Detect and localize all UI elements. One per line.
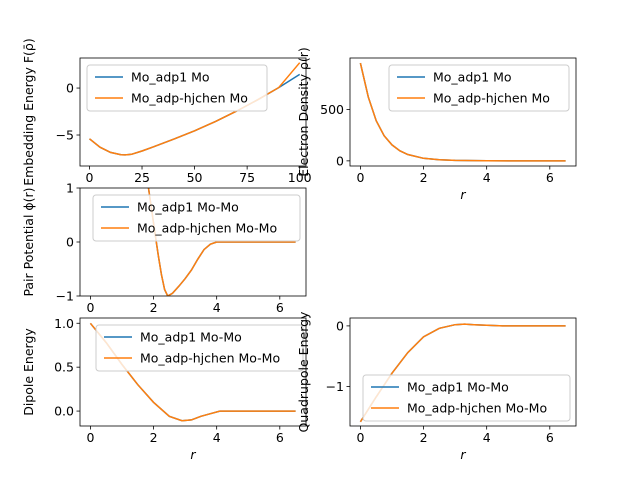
legend: Mo_adp1 Mo Mo_adp-hjchen Mo: [388, 64, 570, 112]
legend-label-2: Mo_adp-hjchen Mo-Mo: [140, 351, 280, 366]
x-tick-label: 4: [483, 170, 491, 185]
y-tick-label: 1: [66, 181, 74, 196]
subplot-embedding: 0 25 50 75 100 −5 0 Embedding Energy F(ρ̄) Mo_ad…: [21, 38, 312, 186]
subplot-pair: 0 2 4 6 −1 0 1 Pair Potential ϕ(r) Mo_adp1 Mo-Mo…: [21, 181, 307, 315]
y-axis-label: Dipole Energy: [21, 328, 36, 416]
legend-box: [86, 64, 268, 112]
x-axis-label: r: [190, 447, 196, 462]
x-tick-label: 75: [239, 170, 255, 185]
y-tick-label: 0: [66, 235, 74, 250]
legend-label-1: Mo_adp1 Mo-Mo: [407, 380, 509, 395]
y-tick-label: −1: [56, 289, 74, 304]
legend-label-2: Mo_adp-hjchen Mo: [131, 91, 248, 106]
x-tick-label: 0: [85, 170, 93, 185]
subplot-density: 0 2 4 6 0 500 r Electron Density ρ(r) Mo_adp1 Mo…: [296, 47, 577, 202]
x-tick-label: 4: [213, 300, 221, 315]
legend-label-1: Mo_adp1 Mo: [131, 70, 210, 85]
x-tick-label: 0: [356, 170, 364, 185]
x-tick-label: 0: [86, 300, 94, 315]
plot-frame: [79, 57, 307, 167]
legend: Mo_adp1 Mo-Mo Mo_adp-hjchen Mo-Mo: [95, 324, 304, 372]
x-tick-label: 25: [134, 170, 150, 185]
y-tick-label: 0: [336, 318, 344, 333]
x-tick-label: 6: [546, 170, 554, 185]
y-tick-label: 0.5: [54, 360, 74, 375]
y-tick-label: 500: [320, 102, 344, 117]
x-tick-label: 4: [483, 430, 491, 445]
x-tick-label: 6: [546, 430, 554, 445]
y-tick-label: −1: [326, 379, 344, 394]
legend: Mo_adp1 Mo-Mo Mo_adp-hjchen Mo-Mo: [362, 374, 571, 422]
x-tick-label: 6: [276, 430, 284, 445]
legend-label-1: Mo_adp1 Mo-Mo: [137, 200, 239, 215]
legend: Mo_adp1 Mo Mo_adp-hjchen Mo: [86, 64, 268, 112]
x-tick-label: 100: [288, 170, 312, 185]
plot-frame: [349, 317, 577, 427]
x-tick-label: 2: [420, 430, 428, 445]
x-axis-label: r: [460, 187, 466, 202]
y-tick-label: −5: [56, 128, 74, 143]
legend: Mo_adp1 Mo-Mo Mo_adp-hjchen Mo-Mo: [92, 194, 301, 242]
x-tick-label: 0: [356, 430, 364, 445]
x-tick-label: 2: [420, 170, 428, 185]
y-tick-label: 0: [66, 81, 74, 96]
series-line-2: [147, 188, 296, 296]
y-axis-label: Pair Potential ϕ(r): [21, 187, 36, 296]
plot-frame: [349, 57, 577, 167]
y-tick-label: 0: [336, 153, 344, 168]
y-axis-label: Embedding Energy F(ρ̄): [21, 38, 36, 186]
series-line-2: [359, 62, 566, 162]
x-tick-label: 0: [86, 430, 94, 445]
legend-label-2: Mo_adp-hjchen Mo: [433, 91, 550, 106]
legend-box: [95, 324, 304, 372]
legend-label-2: Mo_adp-hjchen Mo-Mo: [407, 401, 547, 416]
series-line-2: [359, 323, 566, 423]
legend-label-1: Mo_adp1 Mo-Mo: [140, 330, 242, 345]
legend-label-2: Mo_adp-hjchen Mo-Mo: [137, 221, 277, 236]
y-axis-label: Electron Density ρ(r): [296, 47, 311, 177]
x-tick-label: 50: [187, 170, 203, 185]
y-axis-label: Quadrupole Energy: [296, 311, 311, 433]
legend-label-1: Mo_adp1 Mo: [433, 70, 512, 85]
x-tick-label: 2: [150, 300, 158, 315]
x-tick-label: 6: [276, 300, 284, 315]
x-tick-label: 2: [150, 430, 158, 445]
legend-box: [92, 194, 301, 242]
legend-box: [388, 64, 570, 112]
y-tick-label: 1.0: [54, 316, 74, 331]
legend-box: [362, 374, 571, 422]
plot-frame: [79, 317, 307, 427]
subplot-dipole: 0 2 4 6 0.0 0.5 1.0 r Dipole Energy Mo_adp1 Mo-Mo…: [21, 316, 307, 462]
x-tick-label: 4: [213, 430, 221, 445]
y-tick-label: 0.0: [54, 404, 74, 419]
x-axis-label: r: [460, 447, 466, 462]
